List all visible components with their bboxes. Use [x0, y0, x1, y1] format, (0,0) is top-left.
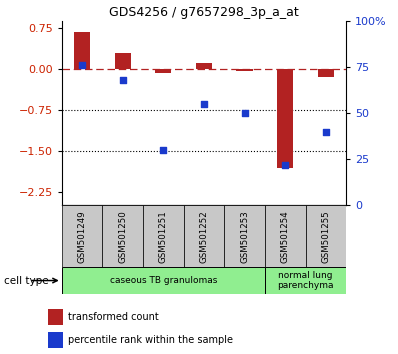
Bar [277, 69, 293, 168]
Text: GSM501251: GSM501251 [159, 210, 168, 263]
Bar [48, 309, 63, 325]
Text: normal lung
parenchyma: normal lung parenchyma [277, 271, 334, 290]
FancyBboxPatch shape [62, 267, 265, 294]
Text: transformed count: transformed count [68, 312, 159, 322]
Text: caseous TB granulomas: caseous TB granulomas [109, 276, 217, 285]
FancyBboxPatch shape [265, 267, 346, 294]
FancyBboxPatch shape [224, 205, 265, 267]
Bar [196, 63, 212, 69]
Text: GSM501253: GSM501253 [240, 210, 249, 263]
Text: GSM501252: GSM501252 [199, 210, 209, 263]
Point [79, 63, 85, 68]
Bar [155, 69, 172, 73]
Point [201, 101, 207, 107]
FancyBboxPatch shape [143, 205, 183, 267]
FancyBboxPatch shape [265, 205, 306, 267]
FancyBboxPatch shape [102, 205, 143, 267]
Bar [48, 332, 63, 348]
Point [160, 147, 166, 153]
Point [323, 129, 329, 135]
Bar [318, 69, 334, 77]
Text: cell type: cell type [4, 275, 49, 286]
Point [119, 77, 126, 83]
Bar [74, 32, 90, 69]
Bar [236, 69, 253, 72]
Point [242, 110, 248, 116]
FancyBboxPatch shape [183, 205, 224, 267]
Text: GSM501254: GSM501254 [281, 210, 290, 263]
FancyBboxPatch shape [62, 205, 102, 267]
Text: GSM501255: GSM501255 [322, 210, 330, 263]
Text: GSM501250: GSM501250 [118, 210, 127, 263]
FancyBboxPatch shape [306, 205, 346, 267]
Text: percentile rank within the sample: percentile rank within the sample [68, 335, 233, 346]
Title: GDS4256 / g7657298_3p_a_at: GDS4256 / g7657298_3p_a_at [109, 6, 299, 19]
Bar [115, 53, 131, 69]
Point [282, 162, 289, 168]
Text: GSM501249: GSM501249 [78, 210, 86, 263]
